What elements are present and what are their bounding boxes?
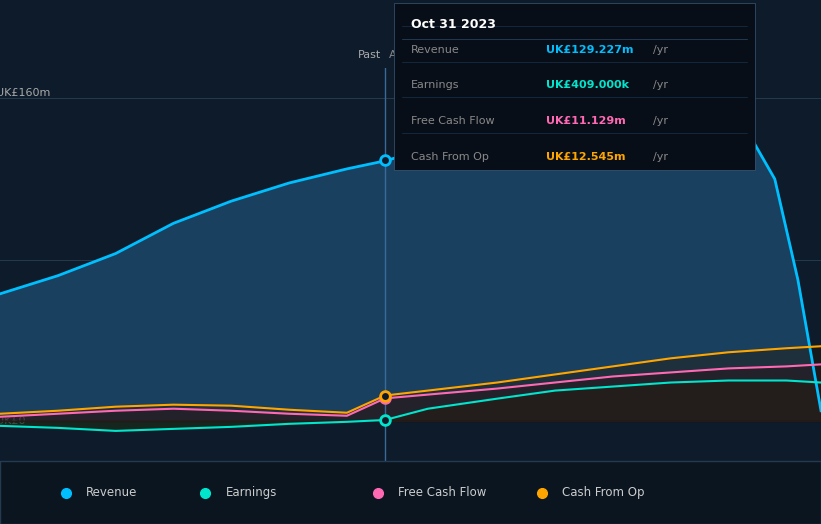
Text: UK£0: UK£0 <box>0 416 25 426</box>
Text: Free Cash Flow: Free Cash Flow <box>410 116 494 126</box>
Text: Revenue: Revenue <box>410 45 459 55</box>
Text: /yr: /yr <box>653 116 667 126</box>
Text: /yr: /yr <box>653 45 667 55</box>
Text: UK£12.545m: UK£12.545m <box>546 151 626 162</box>
Text: -UK£20m: -UK£20m <box>0 461 48 471</box>
Text: Cash From Op: Cash From Op <box>410 151 488 162</box>
Text: UK£129.227m: UK£129.227m <box>546 45 634 55</box>
Text: Analysts Forecasts: Analysts Forecasts <box>389 50 493 60</box>
FancyBboxPatch shape <box>0 461 821 524</box>
Text: Earnings: Earnings <box>226 486 277 499</box>
Text: UK£11.129m: UK£11.129m <box>546 116 626 126</box>
Text: Cash From Op: Cash From Op <box>562 486 644 499</box>
Text: Oct 31 2023: Oct 31 2023 <box>410 18 495 31</box>
Text: Past: Past <box>358 50 381 60</box>
Text: UK£160m: UK£160m <box>0 89 50 99</box>
Text: Revenue: Revenue <box>86 486 138 499</box>
Text: UK£409.000k: UK£409.000k <box>546 80 629 91</box>
Text: /yr: /yr <box>653 80 667 91</box>
Text: /yr: /yr <box>653 151 667 162</box>
Text: Free Cash Flow: Free Cash Flow <box>398 486 487 499</box>
Text: Earnings: Earnings <box>410 80 459 91</box>
